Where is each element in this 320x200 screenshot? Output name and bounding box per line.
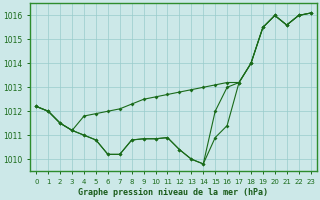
X-axis label: Graphe pression niveau de la mer (hPa): Graphe pression niveau de la mer (hPa) xyxy=(78,188,268,197)
